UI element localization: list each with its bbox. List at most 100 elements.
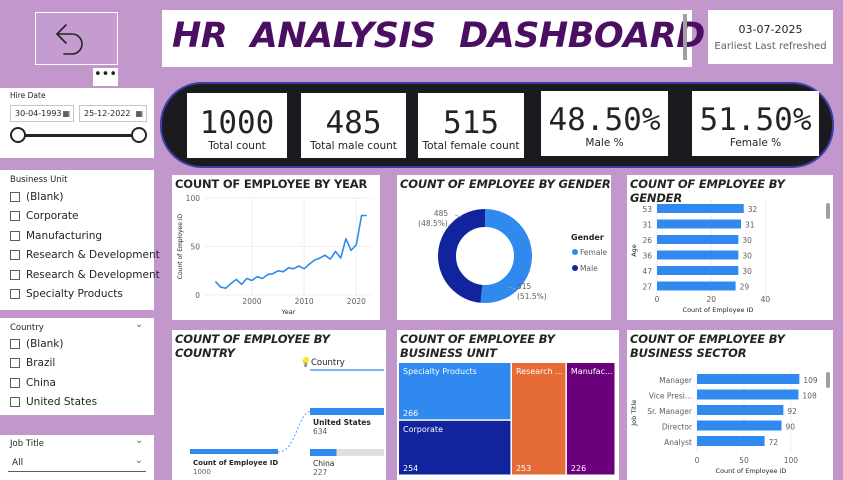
data-label: 515 <box>517 282 532 291</box>
tile-label: Manufac... <box>571 367 613 376</box>
node-value: 227 <box>313 468 328 477</box>
date-range-track[interactable] <box>18 134 139 137</box>
chevron-down-icon[interactable]: ⌄ <box>135 319 144 330</box>
dropdown-value: All <box>12 458 24 468</box>
category-label: Director <box>662 423 693 432</box>
data-label: 31 <box>745 221 755 230</box>
date-range-start-handle[interactable] <box>10 127 26 143</box>
legend-marker <box>572 265 578 271</box>
checkbox[interactable] <box>10 289 20 300</box>
leader-line <box>454 214 462 218</box>
checkbox-label: Manufacturing <box>26 229 103 242</box>
business-unit-treemap[interactable]: Specialty Products 266 Corporate 254 Researc… <box>397 330 619 480</box>
scrollbar <box>826 203 830 219</box>
node-bar <box>310 449 337 456</box>
start-date-input[interactable]: 30-04-1993 ▦ <box>10 105 74 122</box>
category-label: Analyst <box>664 438 692 447</box>
ellipsis-icon[interactable]: ••• <box>93 68 118 86</box>
checkbox[interactable] <box>10 397 20 408</box>
y-axis-label: Job Title <box>630 400 638 427</box>
x-tick-label: 2000 <box>242 297 261 306</box>
checkbox[interactable] <box>10 250 20 261</box>
checkbox-item[interactable]: Research & Development <box>10 246 160 266</box>
male-slice <box>438 209 486 303</box>
research-tile <box>511 363 566 475</box>
category-label: Manager <box>659 376 693 385</box>
chevron-down-icon[interactable]: ⌄ <box>134 455 143 466</box>
start-date-value: 30-04-1993 <box>15 109 62 118</box>
data-label: 108 <box>802 392 817 401</box>
kpi-value: 515 <box>443 105 499 141</box>
kpi-female-percent: 51.50% Female % <box>692 91 819 156</box>
node-label: United States <box>313 418 371 427</box>
bar <box>697 405 784 415</box>
specialty-products-tile <box>399 363 511 420</box>
chart-title: COUNT OF EMPLOYEE BY BUSINESS UNIT <box>400 332 555 360</box>
data-label: 72 <box>769 438 779 447</box>
root-value: 1000 <box>193 468 211 476</box>
calendar-icon[interactable]: ▦ <box>135 109 143 118</box>
checkbox[interactable] <box>10 269 20 280</box>
checkbox-item[interactable]: China <box>10 373 97 393</box>
checkbox-label: Brazil <box>26 357 56 370</box>
kpi-total-count: 1000 Total count <box>187 93 287 158</box>
slicer-title: Hire Date <box>10 91 46 100</box>
chevron-down-icon[interactable]: ⌄ <box>135 435 144 446</box>
kpi-label: Total male count <box>310 140 397 152</box>
category-label: Vice Presi... <box>649 392 692 401</box>
x-axis-label: Year <box>281 308 296 316</box>
checkbox-item[interactable]: Manufacturing <box>10 226 160 246</box>
category-label: 47 <box>642 267 652 276</box>
undo-arrow-icon <box>56 24 83 55</box>
checkbox-label: Corporate <box>26 210 79 223</box>
checkbox[interactable] <box>10 211 20 222</box>
kpi-label: Total count <box>208 140 266 152</box>
calendar-icon[interactable]: ▦ <box>62 109 70 118</box>
data-label: (51.5%) <box>517 292 547 301</box>
category-label: 36 <box>642 252 652 261</box>
female-slice <box>480 209 532 303</box>
business-unit-slicer: Business Unit (Blank) Corporate Manufact… <box>0 170 160 310</box>
kpi-female-count: 515 Total female count <box>418 93 524 158</box>
date-range-end-handle[interactable] <box>131 127 147 143</box>
x-axis-label: Count of Employee ID <box>716 467 787 475</box>
checkbox-item[interactable]: (Blank) <box>10 187 160 207</box>
checkbox[interactable] <box>10 358 20 369</box>
data-label: 90 <box>786 423 796 432</box>
page-title: HR ANALYSIS DASHBOARD <box>172 16 705 56</box>
treemap-card: COUNT OF EMPLOYEE BY BUSINESS UNIT Speci… <box>397 330 619 480</box>
legend-label: Male <box>580 264 598 273</box>
data-label: 30 <box>742 252 752 261</box>
manufacturing-tile <box>566 363 615 475</box>
tile-label: Specialty Products <box>403 367 477 376</box>
back-button[interactable] <box>35 12 118 65</box>
tile-value: 266 <box>403 409 418 418</box>
node-bar <box>310 408 384 415</box>
checkbox-item[interactable]: Brazil <box>10 354 97 374</box>
checkbox-item[interactable]: (Blank) <box>10 334 97 354</box>
checkbox-item[interactable]: Corporate <box>10 207 160 227</box>
checkbox[interactable] <box>10 377 20 388</box>
donut-chart-card: COUNT OF EMPLOYEE BY GENDER 515 (51.5%) 48… <box>397 175 611 320</box>
chart-title: COUNT OF EMPLOYEE BY BUSINESS SECTOR <box>630 332 785 360</box>
end-date-input[interactable]: 25-12-2022 ▦ <box>79 105 147 122</box>
checkbox[interactable] <box>10 230 20 241</box>
slicer-title: Country <box>10 323 44 333</box>
refresh-label: Earliest Last refreshed <box>714 41 827 52</box>
lightbulb-icon: 💡 <box>300 356 311 368</box>
checkbox-item[interactable]: Research & Development <box>10 265 160 285</box>
checkbox[interactable] <box>10 338 20 349</box>
tile-value: 254 <box>403 464 418 473</box>
checkbox-item[interactable]: United States <box>10 393 97 413</box>
title-banner: HR ANALYSIS DASHBOARD <box>162 10 705 67</box>
kpi-male-count: 485 Total male count <box>301 93 406 158</box>
x-tick-label: 0 <box>695 456 700 465</box>
leader-line <box>508 286 516 290</box>
checkbox-label: Research & Development <box>26 268 160 281</box>
category-label: 53 <box>642 205 652 214</box>
job-title-dropdown[interactable]: All ⌄ <box>8 455 146 472</box>
checkbox[interactable] <box>10 191 20 202</box>
checkbox-item[interactable]: Specialty Products <box>10 285 160 305</box>
legend-marker <box>572 249 578 255</box>
